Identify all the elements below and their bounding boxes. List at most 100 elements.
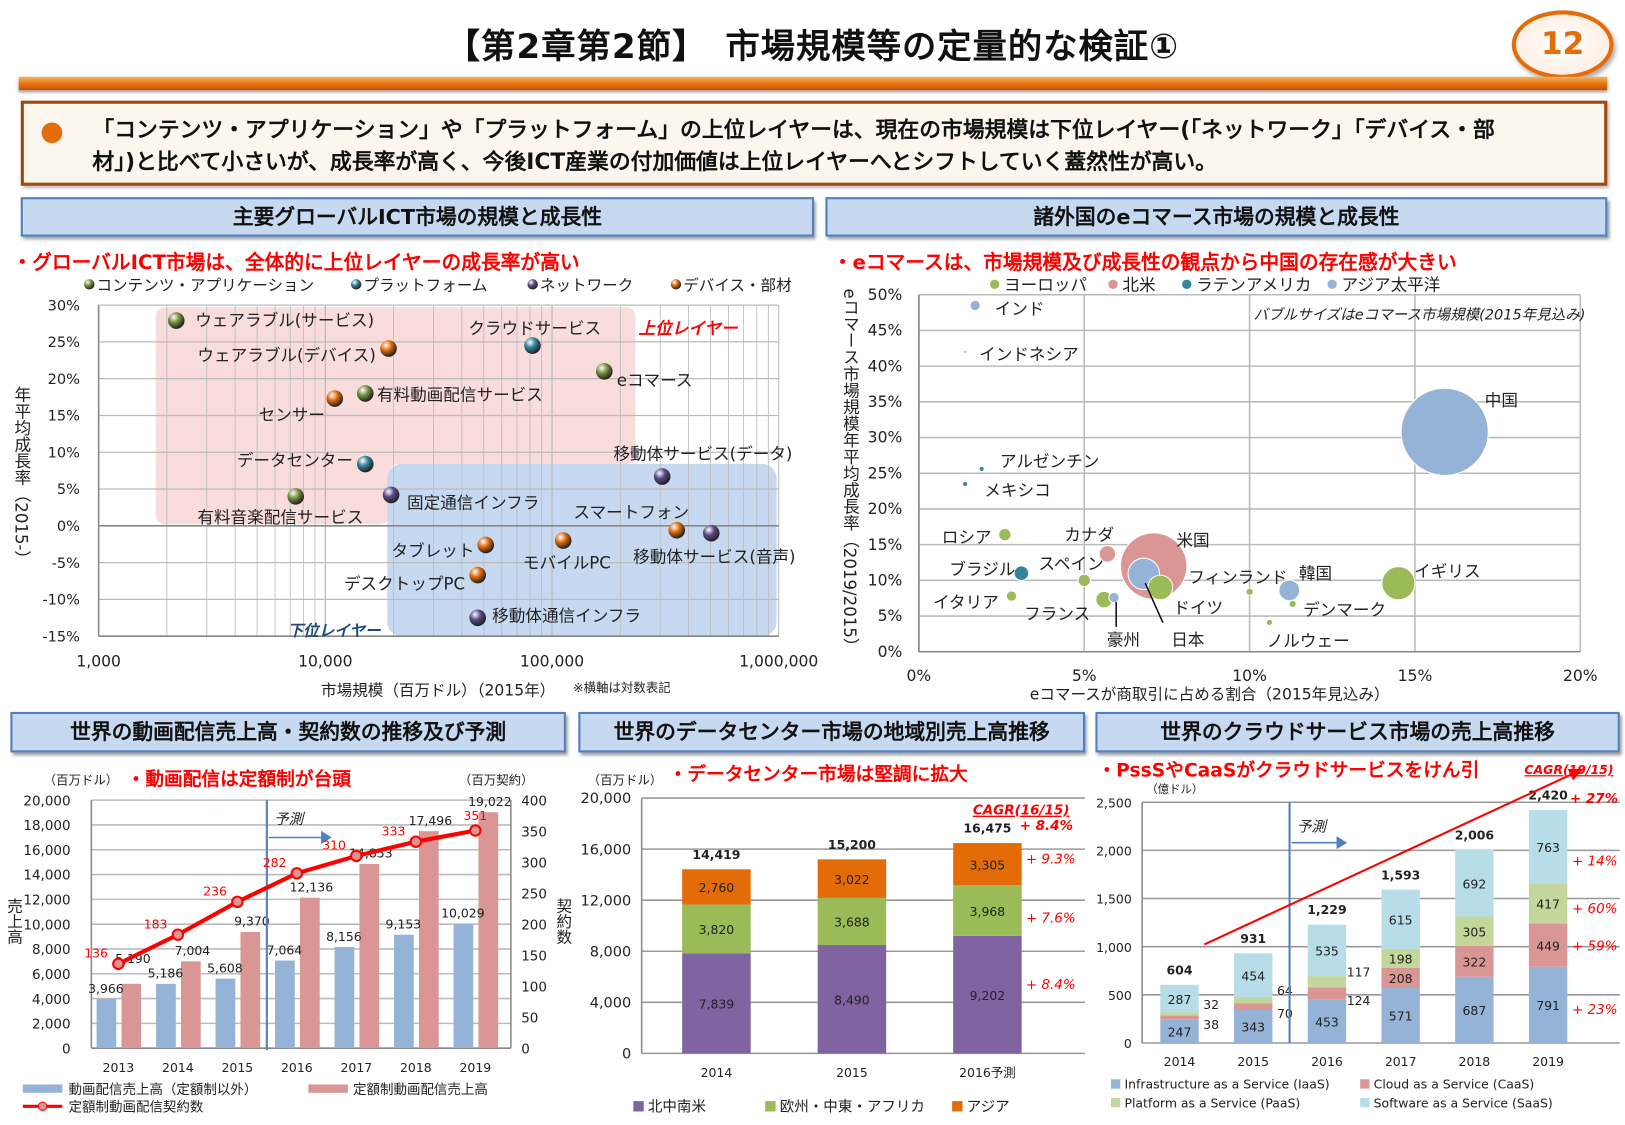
y-tick-label: 0 xyxy=(1124,1036,1132,1051)
y-right-tick-label: 350 xyxy=(521,824,547,840)
bubble-label: ドイツ xyxy=(1173,598,1223,617)
total-value-label: 15,200 xyxy=(828,837,876,852)
bar-non-subscription xyxy=(215,978,236,1049)
y-tick-label: 50% xyxy=(868,286,903,304)
bubble xyxy=(969,299,981,312)
forecast-label: 予測 xyxy=(274,811,306,828)
data-point xyxy=(595,363,613,380)
x-axis-title: eコマースが商取引に占める割合（2015年見込み） xyxy=(1030,685,1390,703)
bar-non-subscription xyxy=(96,998,117,1049)
data-point xyxy=(382,486,400,504)
cagr-series-label: + 60% xyxy=(1572,901,1618,917)
stacked-bar-segment xyxy=(1528,809,1568,884)
section-header-datacenter: 世界のデータセンター市場の地域別売上高推移 xyxy=(578,711,1086,753)
legend-device-icon xyxy=(670,279,682,290)
bubble xyxy=(1108,591,1120,604)
stacked-bar-segment xyxy=(1381,967,1420,988)
y-right-tick-label: 250 xyxy=(521,886,547,902)
bubble xyxy=(1245,587,1254,596)
bar-non-subscription xyxy=(394,934,414,1049)
x-tick-label: 5% xyxy=(1072,667,1097,685)
y-tick-label: 12,000 xyxy=(580,893,631,909)
section-header-ict-market: 主要グローバルICT市場の規模と成長性 xyxy=(20,197,815,237)
growth-trend-arrow xyxy=(1203,772,1575,946)
total-value-label: 16,475 xyxy=(963,821,1011,836)
legend-label: 動画配信売上高（定額制以外） xyxy=(69,1081,258,1098)
legend-latam-icon xyxy=(1182,279,1192,290)
data-point xyxy=(477,536,495,554)
data-point xyxy=(668,521,686,539)
y-tick-label: -15% xyxy=(42,629,80,645)
lower-layer-region xyxy=(387,463,777,637)
line-point xyxy=(469,824,482,837)
bubble-label: 豪州 xyxy=(1107,630,1140,650)
bubble-label: メキシコ xyxy=(984,481,1050,500)
cagr-series-label: + 9.3% xyxy=(1026,851,1076,867)
cagr-series-label: + 7.6% xyxy=(1026,911,1076,927)
data-point-label: 移動体サービス(音声) xyxy=(633,547,795,566)
bar-value-label: 5,186 xyxy=(148,966,184,981)
legend-non-subscription-swatch xyxy=(22,1084,63,1093)
bubble xyxy=(1005,590,1018,602)
bar-value-label: 19,022 xyxy=(468,794,512,809)
stacked-bar-segment xyxy=(1160,1019,1199,1043)
x-tick-label: 1,000 xyxy=(76,652,121,670)
y-tick-label: 20,000 xyxy=(580,791,631,807)
y-tick-label: 45% xyxy=(868,322,903,340)
summary-line-2: 材」)と比べて小さいが、成長率が高く、今後ICT産業の付加価値は上位レイヤーへと… xyxy=(92,149,1217,175)
legend-label: プラットフォーム xyxy=(363,277,487,295)
stacked-bar-segment xyxy=(1528,966,1568,1043)
stacked-bar-segment xyxy=(1234,1009,1273,1043)
segment-value-label: 571 xyxy=(1389,1009,1413,1024)
bubble xyxy=(1077,573,1091,588)
bubble xyxy=(978,465,985,473)
segment-value-label: 687 xyxy=(1463,1003,1487,1018)
data-point-label: ウェアラブル(デバイス) xyxy=(197,345,375,365)
ict-y-axis-title: 年平均成長率（2015-） xyxy=(11,386,32,568)
stacked-bar-segment xyxy=(1307,999,1347,1043)
bar-value-label: 9,370 xyxy=(234,914,270,929)
bubble-label: イギリス xyxy=(1414,562,1480,581)
ecommerce-subtitle: ・eコマースは、市場規模及び成長性の観点から中国の存在感が大きい xyxy=(832,251,1457,274)
bubble-label: ブラジル xyxy=(949,559,1015,579)
x-tick-label: 2016予測 xyxy=(959,1065,1016,1080)
line-value-label: 333 xyxy=(382,823,406,838)
segment-value-label: 9,202 xyxy=(970,988,1006,1003)
datacenter-subtitle: ・データセンター市場は堅調に拡大 xyxy=(668,763,968,786)
bar-non-subscription xyxy=(334,947,355,1049)
y-right-tick-label: 150 xyxy=(521,948,547,964)
stacked-bar-segment xyxy=(1455,945,1494,977)
y-tick-label: 20% xyxy=(48,372,80,388)
cagr-total: + 27% xyxy=(1570,791,1618,807)
bar-subscription xyxy=(180,961,201,1049)
stacked-bar-segment xyxy=(1381,987,1420,1043)
data-point-label: スマートフォン xyxy=(573,503,689,522)
cagr-total: + 8.4% xyxy=(1020,818,1073,834)
segment-value-label: 322 xyxy=(1463,955,1487,970)
line-value-label: 282 xyxy=(263,855,287,870)
line-value-label: 236 xyxy=(203,884,227,899)
y-tick-label: 2,000 xyxy=(1096,844,1132,859)
bubble-label: インドネシア xyxy=(979,345,1079,364)
x-tick-label: 2019 xyxy=(1532,1054,1564,1069)
bar-value-label: 3,966 xyxy=(88,981,124,996)
bubble xyxy=(1288,599,1297,609)
data-point-label: データセンター xyxy=(237,450,353,470)
data-point xyxy=(326,390,344,407)
bubble-label: 日本 xyxy=(1171,631,1204,650)
y-right-tick-label: 400 xyxy=(521,793,547,809)
y-tick-label: -10% xyxy=(42,593,80,609)
total-value-label: 2,006 xyxy=(1455,827,1494,842)
bubble-label: ノルウェー xyxy=(1267,632,1350,651)
x-tick-label: 2018 xyxy=(1459,1054,1491,1069)
x-tick-label: 100,000 xyxy=(520,652,584,670)
y-tick-label: 16,000 xyxy=(580,842,631,858)
stacked-bar-segment xyxy=(1234,997,1273,1004)
forecast-arrow-icon xyxy=(268,830,332,845)
segment-value-label: 8,490 xyxy=(834,992,870,1007)
y-tick-label: 10% xyxy=(48,445,80,461)
y-tick-label: -5% xyxy=(52,556,80,572)
bubble xyxy=(1278,579,1301,602)
y-tick-label: 5% xyxy=(57,482,80,498)
data-point xyxy=(524,337,541,354)
